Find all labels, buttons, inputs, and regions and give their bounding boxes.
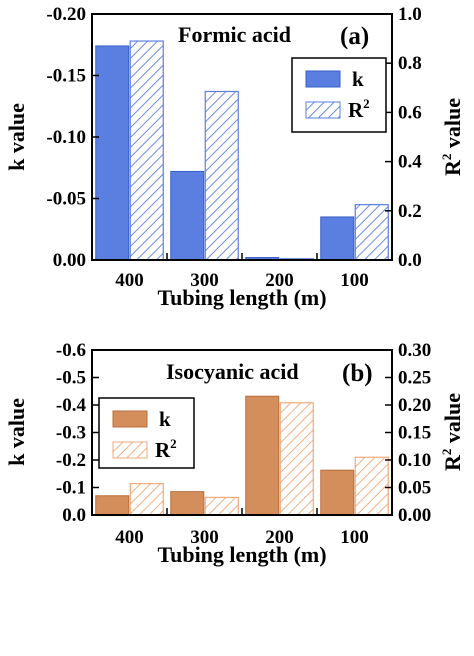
legend-swatch-r2: [112, 441, 148, 459]
x-tick-label: 400: [115, 270, 144, 291]
x-tick-label: 200: [265, 527, 294, 548]
left-tick-label: -0.10: [46, 127, 86, 148]
right-tick-label: 0.30: [398, 340, 431, 361]
right-axis-label: R2 value: [439, 98, 465, 176]
panel-formic-acid: 0.00 -0.05 -0.10 -0.15 -0.20 0.0 0.2 0.4 0.6 0.8 1…: [4, 4, 465, 310]
left-tick-label: -0.3: [56, 423, 86, 444]
bar-r2-400: [129, 483, 164, 516]
chart-title: Isocyanic acid: [166, 359, 299, 384]
right-tick-label: 0.10: [398, 450, 431, 471]
left-tick-label: -0.05: [46, 189, 86, 210]
x-tick-label: 300: [190, 527, 219, 548]
panel-label: (b): [342, 360, 373, 387]
x-axis-label: Tubing length (m): [157, 542, 326, 567]
right-tick-label: 0.0: [398, 250, 422, 271]
legend-label-k: k: [159, 407, 171, 431]
right-tick-label: 0.00: [398, 505, 431, 526]
legend-label-k: k: [352, 67, 364, 91]
left-tick-label: -0.1: [56, 478, 86, 499]
bar-k-100: [320, 216, 355, 261]
bar-k-400: [95, 45, 130, 261]
legend-swatch-r2: [305, 101, 341, 119]
right-tick-label: 0.25: [398, 368, 431, 389]
x-tick-label: 300: [190, 270, 219, 291]
legend-box: [291, 57, 387, 133]
right-axis-label: R2 value: [439, 393, 465, 471]
right-tick-label: 0.4: [398, 152, 422, 173]
right-tick-label: 0.8: [398, 53, 422, 74]
bar-r2-100: [354, 456, 389, 516]
bar-r2-300: [204, 496, 239, 516]
left-tick-label: 0.0: [62, 505, 86, 526]
bar-k-100: [320, 469, 355, 516]
x-tick-label: 100: [340, 527, 369, 548]
bar-r2-400: [129, 40, 164, 261]
left-axis-label: k value: [4, 398, 29, 466]
right-tick-label: 0.20: [398, 395, 431, 416]
legend-swatch-k: [305, 70, 341, 88]
right-tick-label: 0.15: [398, 423, 431, 444]
bar-r2-300: [204, 90, 239, 261]
left-tick-label: 0.00: [53, 250, 86, 271]
chart-title: Formic acid: [178, 22, 291, 47]
x-axis-label: Tubing length (m): [157, 285, 326, 310]
left-tick-label: -0.4: [56, 395, 87, 416]
left-tick-label: -0.15: [46, 66, 86, 87]
bar-k-400: [95, 495, 130, 516]
x-tick-label: 200: [265, 270, 294, 291]
legend-swatch-k: [112, 410, 148, 428]
left-tick-label: -0.5: [56, 368, 86, 389]
bar-r2-200: [279, 402, 314, 516]
right-tick-label: 0.2: [398, 201, 422, 222]
bar-r2-100: [354, 204, 389, 261]
left-axis-label: k value: [4, 103, 29, 171]
left-tick-label: -0.2: [56, 450, 86, 471]
left-tick-label: -0.6: [56, 340, 86, 361]
panel-isocyanic-acid: 0.0 -0.1 -0.2 -0.3 -0.4 -0.5 -0.6 0.00 0.05 0.10 0…: [4, 340, 465, 567]
x-tick-label: 400: [115, 527, 144, 548]
right-tick-label: 1.0: [398, 4, 422, 25]
legend-label-r2: R2: [348, 96, 370, 122]
bar-k-300: [170, 491, 205, 516]
bar-k-200: [245, 395, 280, 516]
left-tick-label: -0.20: [46, 4, 86, 25]
right-tick-label: 0.6: [398, 102, 422, 123]
right-tick-label: 0.05: [398, 478, 431, 499]
x-tick-label: 100: [340, 270, 369, 291]
panel-label: (a): [340, 23, 369, 50]
legend-label-r2: R2: [155, 436, 177, 462]
bar-k-300: [170, 170, 205, 261]
